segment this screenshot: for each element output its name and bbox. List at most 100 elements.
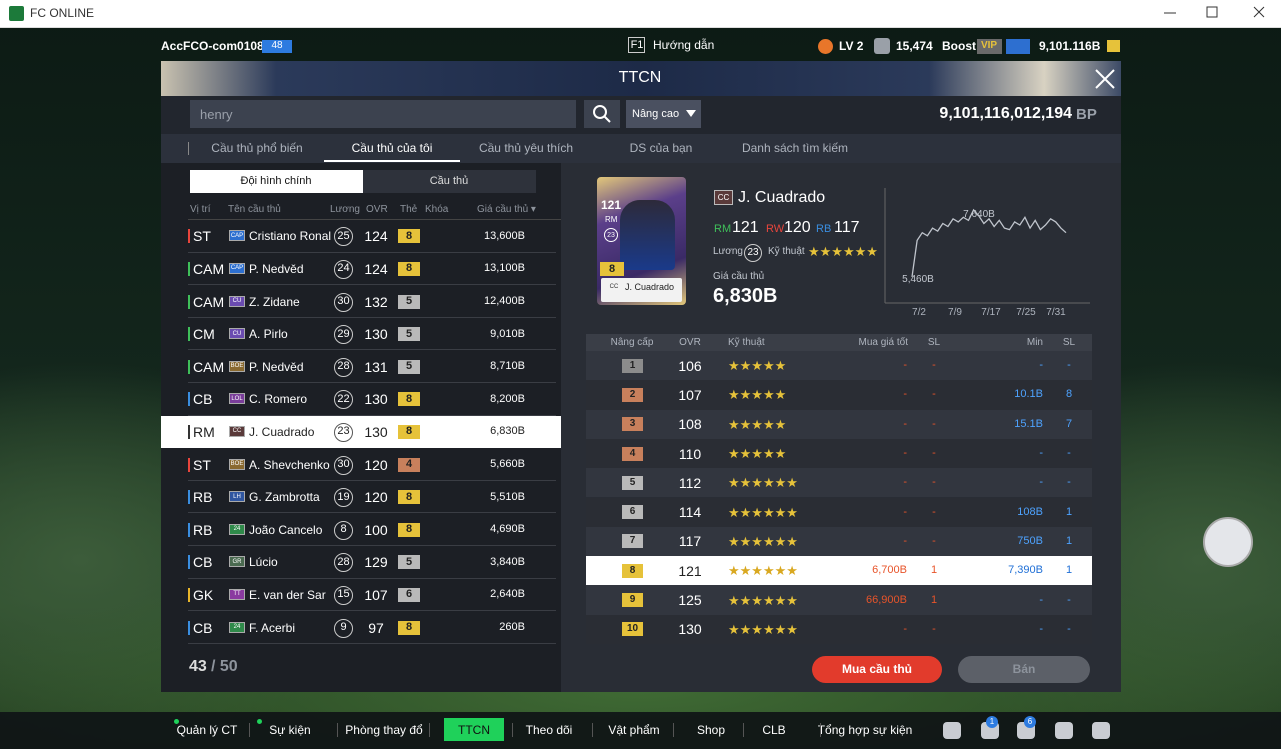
player-row-selected[interactable] xyxy=(161,415,561,449)
help-link[interactable]: Hướng dẫn xyxy=(653,38,715,52)
upgrade-row[interactable] xyxy=(586,438,1092,469)
grade: 8 xyxy=(405,523,413,536)
player-row[interactable] xyxy=(188,318,556,351)
sell-button[interactable] xyxy=(958,656,1090,683)
min-qty: - xyxy=(1067,359,1071,372)
price: 260B xyxy=(499,621,525,633)
player-row[interactable] xyxy=(188,611,556,644)
window-controls[interactable] xyxy=(1150,0,1280,28)
upgrade-row[interactable] xyxy=(586,526,1092,557)
season-badge xyxy=(229,588,245,600)
upgrade-ovr: 106 xyxy=(678,357,702,374)
player-row[interactable] xyxy=(188,285,556,318)
nav-item[interactable]: Tổng hợp sự kiện xyxy=(817,723,913,737)
best-qty: - xyxy=(932,534,936,547)
lens xyxy=(593,105,607,119)
level: 8 xyxy=(629,564,636,576)
tab[interactable]: Cầu thủ phổ biến xyxy=(211,141,303,155)
player-row[interactable] xyxy=(188,579,556,612)
nav-item[interactable]: CLB xyxy=(762,723,786,737)
player-name: Cristiano Ronaldo xyxy=(249,229,331,244)
price: 9,010B xyxy=(490,327,525,340)
player-row[interactable] xyxy=(188,253,556,286)
chart-min-label: 5,460B xyxy=(902,274,934,285)
position: RB xyxy=(193,521,213,538)
card-salary: 23 xyxy=(607,231,615,239)
grade-badge xyxy=(398,522,420,537)
nav-item[interactable]: Phòng thay đổ xyxy=(345,723,423,737)
upgrade-row[interactable] xyxy=(586,497,1092,527)
grade-badge xyxy=(398,261,420,276)
nav-separator xyxy=(591,723,593,737)
level-badge xyxy=(622,622,643,637)
upgrade-row[interactable] xyxy=(586,380,1092,410)
app-icon xyxy=(9,6,24,21)
detail-name: J. Cuadrado xyxy=(738,189,826,206)
detail-season: CC xyxy=(717,192,730,202)
nav-separator xyxy=(819,723,821,737)
card-season: CC xyxy=(609,284,619,290)
buy-button[interactable] xyxy=(812,656,942,683)
upgrade-row[interactable] xyxy=(586,409,1092,439)
nav-item[interactable]: Quản lý CT xyxy=(176,723,238,737)
level-badge xyxy=(622,563,643,578)
nav-icon[interactable] xyxy=(1055,722,1073,739)
upgrade-ovr: 121 xyxy=(678,562,702,579)
grade-badge xyxy=(398,620,420,635)
player-row[interactable] xyxy=(188,513,556,546)
player-row[interactable] xyxy=(188,350,556,383)
nav-item[interactable]: TTCN xyxy=(458,723,490,737)
close-button[interactable] xyxy=(1093,67,1117,91)
tab[interactable]: Danh sách tìm kiếm xyxy=(741,141,849,155)
nav-item[interactable]: Theo dõi xyxy=(525,723,573,737)
tab[interactable]: Cầu thủ của tôi xyxy=(351,141,433,155)
close[interactable] xyxy=(1253,6,1265,18)
price: 8,710B xyxy=(490,360,525,373)
bp-total: 9,101.116B xyxy=(1039,39,1101,53)
boost-arrow[interactable] xyxy=(1006,39,1030,54)
upgrade-row[interactable] xyxy=(586,468,1092,498)
nav-item[interactable]: Vật phẩm xyxy=(608,723,660,737)
player-name: Z. Zidane xyxy=(249,294,300,309)
subtab[interactable] xyxy=(363,170,536,193)
upgrade-row[interactable] xyxy=(586,614,1092,644)
tab[interactable]: Cầu thủ yêu thích xyxy=(478,141,574,155)
tab[interactable]: DS của bạn xyxy=(629,141,693,155)
nav-item[interactable]: Sự kiện xyxy=(269,723,311,737)
chat-avatar[interactable] xyxy=(1203,517,1253,567)
player-row[interactable] xyxy=(188,546,556,579)
column-header[interactable]: Giá cầu thủ xyxy=(477,202,536,218)
grade-badge xyxy=(398,294,420,309)
detail-position: RB xyxy=(816,222,832,235)
min-qty: 8 xyxy=(1065,388,1073,401)
position: GK xyxy=(193,586,214,603)
position-bar xyxy=(188,294,190,309)
nav-separator xyxy=(742,723,744,737)
ovr: 131 xyxy=(364,358,388,375)
tab-divider xyxy=(188,142,189,155)
search-button[interactable] xyxy=(584,100,620,128)
grade-badge xyxy=(398,555,420,570)
search-mode-dropdown[interactable] xyxy=(626,100,701,128)
nav-item[interactable]: Shop xyxy=(696,723,726,737)
search-input: henry xyxy=(200,106,233,122)
nav-icon[interactable] xyxy=(1092,722,1110,739)
position: CAM xyxy=(193,260,225,277)
maximize[interactable] xyxy=(1206,6,1218,18)
upgrade-stars: ★★★★★ xyxy=(728,358,787,374)
level: 9 xyxy=(629,594,636,606)
player-row[interactable] xyxy=(188,220,556,253)
boost: Boost xyxy=(942,39,976,53)
upgrade-row-selected[interactable] xyxy=(586,556,1092,586)
salary: 23 xyxy=(337,425,350,438)
season: CAP xyxy=(230,232,244,239)
player-row[interactable] xyxy=(188,383,556,416)
subtab[interactable] xyxy=(190,170,363,193)
player-row[interactable] xyxy=(188,481,556,514)
upgrade-row[interactable] xyxy=(586,351,1092,381)
nav-icon[interactable] xyxy=(943,722,961,739)
upgrade-row[interactable] xyxy=(586,585,1092,615)
search-box[interactable] xyxy=(190,100,576,128)
player-name: G. Zambrotta xyxy=(249,490,320,505)
player-row[interactable] xyxy=(188,448,556,481)
